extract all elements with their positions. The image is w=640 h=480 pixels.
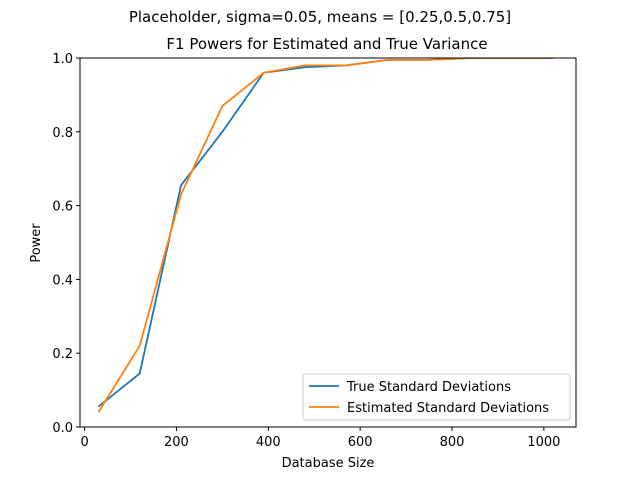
figure-suptitle: Placeholder, sigma=0.05, means = [0.25,0… <box>129 8 511 26</box>
chart-title: F1 Powers for Estimated and True Varianc… <box>166 35 487 53</box>
legend: True Standard Deviations Estimated Stand… <box>302 373 571 421</box>
plot-frame <box>79 57 577 428</box>
legend-label-true-std: True Standard Deviations <box>346 380 511 395</box>
series-layer <box>97 58 554 413</box>
series-line-estimated-std <box>97 58 554 413</box>
y-tick-label: 1.0 <box>52 52 73 67</box>
x-axis-ticks: 0 200 400 600 800 1000 <box>80 427 560 450</box>
x-tick-label: 1000 <box>527 435 560 450</box>
x-tick-label: 800 <box>440 435 465 450</box>
x-axis-label: Database Size <box>282 456 375 471</box>
y-axis-label: Power <box>29 223 44 263</box>
legend-box <box>302 373 571 421</box>
x-tick-label: 0 <box>80 435 88 450</box>
x-tick-label: 600 <box>348 435 373 450</box>
x-tick-label: 200 <box>164 435 189 450</box>
y-tick-label: 0.6 <box>52 200 73 215</box>
legend-label-estimated-std: Estimated Standard Deviations <box>347 401 549 416</box>
x-tick-label: 400 <box>256 435 281 450</box>
y-axis-ticks: 0.0 0.2 0.4 0.6 0.8 1.0 <box>52 52 80 436</box>
y-tick-label: 0.0 <box>52 421 73 436</box>
y-tick-label: 0.4 <box>52 273 73 288</box>
y-tick-label: 0.8 <box>52 126 73 141</box>
y-tick-label: 0.2 <box>52 347 73 362</box>
